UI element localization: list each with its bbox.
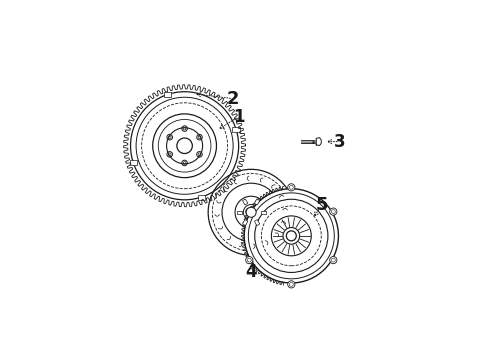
Circle shape — [246, 207, 256, 217]
Circle shape — [330, 257, 337, 264]
Bar — [237, 211, 242, 214]
FancyBboxPatch shape — [129, 160, 137, 165]
Circle shape — [177, 138, 193, 153]
Text: 3: 3 — [334, 132, 345, 150]
Text: 1: 1 — [233, 108, 245, 126]
Bar — [254, 220, 260, 226]
Circle shape — [288, 184, 295, 191]
Bar — [243, 199, 248, 205]
FancyBboxPatch shape — [164, 92, 171, 97]
Bar — [261, 211, 266, 214]
Text: 5: 5 — [316, 196, 328, 214]
Circle shape — [330, 208, 337, 215]
Circle shape — [283, 228, 300, 244]
Circle shape — [244, 189, 339, 283]
Polygon shape — [316, 138, 321, 145]
Circle shape — [286, 231, 296, 241]
FancyBboxPatch shape — [197, 195, 205, 200]
Circle shape — [245, 208, 253, 215]
Bar — [243, 220, 248, 226]
Bar — [254, 199, 260, 205]
Text: 4: 4 — [245, 263, 257, 281]
Text: 2: 2 — [227, 90, 239, 108]
FancyBboxPatch shape — [232, 127, 240, 131]
Circle shape — [245, 257, 253, 264]
Circle shape — [288, 281, 295, 288]
